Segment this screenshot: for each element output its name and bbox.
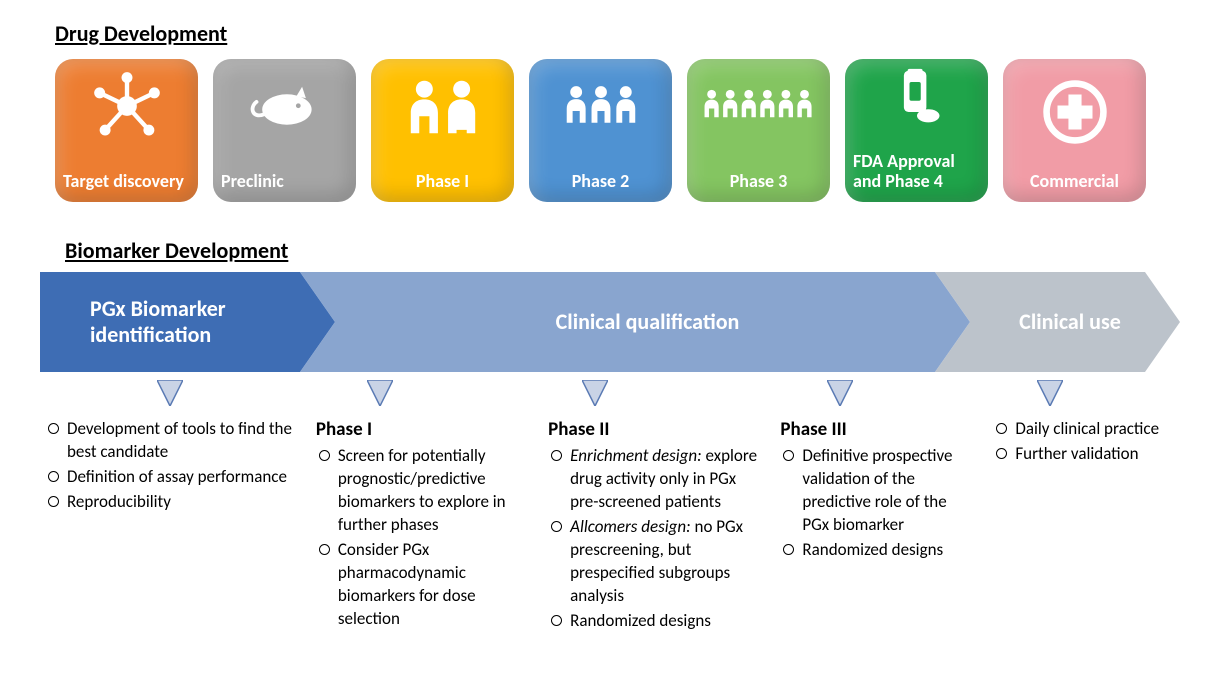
column-0: Development of tools to find the best ca… (35, 418, 306, 635)
chevron-flow: PGx Biomarker identificationClinical qua… (40, 272, 1180, 372)
column-4: Daily clinical practiceFurther validatio… (983, 418, 1177, 635)
column-item: Screen for potentially prognostic/predic… (316, 445, 528, 537)
column-1: Phase I Screen for potentially prognostic… (306, 418, 538, 635)
people6-icon (687, 89, 830, 126)
tile-fda-approval-and-phase-4: FDA Approval and Phase 4 (845, 59, 988, 202)
tile-label: Phase 2 (572, 171, 630, 192)
tile-label: FDA Approval and Phase 4 (853, 151, 980, 192)
medcross-icon (1003, 77, 1146, 152)
column-item: Consider PGx pharmacodynamic biomarkers … (316, 539, 528, 631)
triangle-marker-4 (1037, 380, 1063, 411)
column-heading: Phase II (548, 418, 760, 441)
triangle-marker-3 (827, 380, 853, 411)
chevron-2: Clinical use (935, 272, 1180, 372)
tile-phase-3: Phase 3 (687, 59, 830, 202)
triangle-markers (40, 380, 1180, 410)
column-item: Definition of assay performance (45, 466, 296, 489)
pill-icon (845, 67, 988, 132)
tile-label: Preclinic (221, 171, 284, 192)
column-3: Phase III Definitive prospective validati… (770, 418, 983, 635)
column-item: Randomized designs (780, 539, 973, 562)
tile-label: Target discovery (63, 171, 184, 192)
column-item: Daily clinical practice (993, 418, 1167, 441)
tile-commercial: Commercial (1003, 59, 1146, 202)
triangle-marker-0 (157, 380, 183, 411)
biomarker-dev-title: Biomarker Development (65, 237, 1177, 264)
column-item: Development of tools to find the best ca… (45, 418, 296, 464)
chevron-label: Clinical use (935, 309, 1180, 335)
people3-icon (529, 85, 672, 133)
people2-icon (371, 79, 514, 145)
tile-label: Phase 3 (730, 171, 788, 192)
tile-phase-i: Phase I (371, 59, 514, 202)
tile-label: Phase I (416, 171, 469, 192)
chevron-1: Clinical qualification (300, 272, 970, 372)
column-heading: Phase I (316, 418, 528, 441)
tile-phase-2: Phase 2 (529, 59, 672, 202)
tile-label: Commercial (1030, 171, 1119, 192)
column-heading: Phase III (780, 418, 973, 441)
detail-columns: Development of tools to find the best ca… (35, 418, 1177, 635)
column-2: Phase II Enrichment design: explore drug … (538, 418, 770, 635)
tile-target-discovery: Target discovery (55, 59, 198, 202)
column-item: Enrichment design: explore drug activity… (548, 445, 760, 514)
tile-preclinic: Preclinic (213, 59, 356, 202)
chevron-label: Clinical qualification (300, 309, 970, 335)
column-item: Further validation (993, 443, 1167, 466)
network-icon (55, 71, 198, 146)
column-item: Reproducibility (45, 491, 296, 514)
column-item: Allcomers design: no PGx prescreening, b… (548, 516, 760, 608)
triangle-marker-2 (582, 380, 608, 411)
drug-dev-title: Drug Development (55, 20, 1177, 47)
mouse-icon (213, 81, 356, 134)
column-item: Definitive prospective validation of the… (780, 445, 973, 537)
drug-tiles-row: Target discovery Preclinic Phase I Phase 2 P… (55, 59, 1177, 202)
triangle-marker-1 (367, 380, 393, 411)
chevron-0: PGx Biomarker identification (40, 272, 335, 372)
column-item: Randomized designs (548, 610, 760, 633)
chevron-label: PGx Biomarker identification (40, 296, 335, 349)
